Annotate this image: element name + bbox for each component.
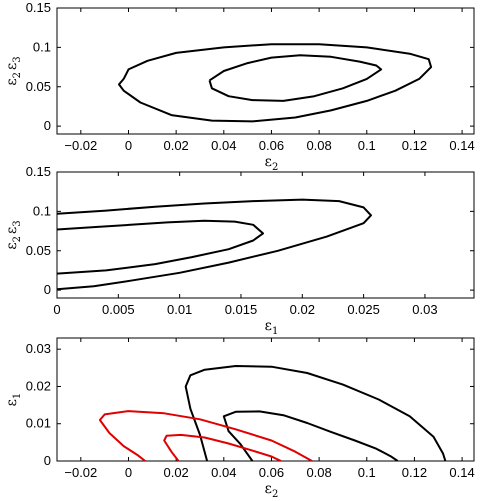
plot-frame [56,7,475,135]
y-tick-label: 0.03 [26,341,51,356]
y-tick-label: 0.15 [26,164,51,179]
x-tick-label: 0.1 [358,138,376,153]
x-tick-label: 0.02 [290,302,315,317]
panel-top: −0.02 0 0.02 0.04 0.06 0.08 0.1 0.12 0.14 0 0.05 0.… [4,0,475,173]
y-tick-label: 0.15 [26,0,51,15]
x-tick-label: 0.14 [449,465,474,480]
contour-line [222,410,399,461]
x-axis-label: ε1 [265,318,279,337]
x-tick-label: 0 [125,465,132,480]
y-tick-label: 0.02 [26,378,51,393]
contour-line [163,433,282,461]
panel-middle: 0 0.005 0.01 0.015 0.02 0.025 0.03 0 0.05 0.1 0.15… [4,164,475,337]
x-tick-label: 0.04 [211,138,236,153]
x-tick-label: 0.03 [412,302,437,317]
x-tick-label: 0.12 [402,465,427,480]
x-tick-label: 0.02 [163,138,188,153]
y-axis-label: ε1 [4,393,23,407]
x-tick-label: 0.08 [306,465,331,480]
x-tick-label: 0.025 [347,302,380,317]
y-tick-label: 0.01 [26,416,51,431]
x-axis-label: ε2 [265,154,279,173]
plot-frame [56,337,475,462]
plot-frame [56,171,475,299]
contour-line [118,43,433,123]
x-tick-label: 0.12 [402,138,427,153]
x-tick-label: 0.08 [306,138,331,153]
x-axis-label: ε2 [265,481,279,500]
contour-line [98,410,313,461]
contour-line [184,365,447,461]
x-tick-label: 0.06 [259,138,284,153]
contour-line [208,54,383,102]
x-tick-label: 0.02 [163,465,188,480]
x-tick-label: 0 [53,302,60,317]
y-tick-label: 0 [44,453,51,468]
y-axis-label: ε2ε3 [4,56,23,85]
y-tick-label: 0.05 [26,79,51,94]
y-tick-label: 0 [44,118,51,133]
x-tick-label: 0.06 [259,465,284,480]
y-tick-label: 0.1 [33,39,51,54]
contour-line [57,219,264,275]
y-tick-label: 0 [44,282,51,297]
x-tick-label: 0.015 [225,302,258,317]
x-tick-label: 0.01 [167,302,192,317]
y-axis-label: ε2ε3 [4,220,23,249]
x-tick-label: 0.14 [449,138,474,153]
x-tick-label: −0.02 [64,138,97,153]
panel-bottom: −0.02 0 0.02 0.04 0.06 0.08 0.1 0.12 0.14 0 0.01 0.… [4,337,475,500]
x-tick-label: 0 [125,138,132,153]
contour-line [57,198,372,291]
x-tick-label: 0.005 [102,302,135,317]
y-tick-label: 0.05 [26,243,51,258]
y-tick-label: 0.1 [33,203,51,218]
x-tick-label: −0.02 [64,465,97,480]
x-tick-label: 0.04 [211,465,236,480]
x-tick-label: 0.1 [358,465,376,480]
